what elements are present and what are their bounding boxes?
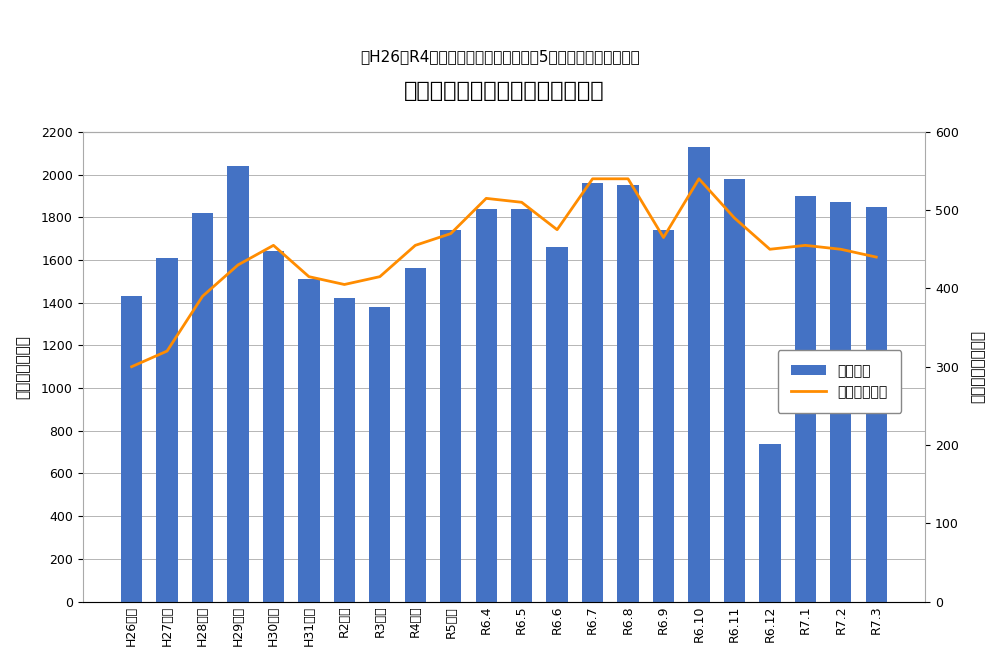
Bar (582, 183, 603, 602)
Bar (405, 268, 426, 602)
Bar (724, 178, 745, 602)
Bar (476, 209, 497, 602)
Bar (298, 279, 320, 602)
Legend: 調製件数, 処方せん枚数: 調製件数, 処方せん枚数 (778, 350, 901, 413)
Bar (192, 213, 213, 602)
Bar (121, 296, 142, 602)
Bar (156, 258, 178, 602)
Bar (653, 230, 674, 602)
Y-axis label: 調製件数（件）: 調製件数（件） (15, 334, 30, 399)
Bar (830, 202, 851, 602)
Bar (369, 307, 390, 602)
Bar (511, 209, 532, 602)
Bar (688, 147, 710, 602)
Bar (227, 166, 249, 602)
Y-axis label: 処方箋枚数（枚）: 処方箋枚数（枚） (970, 330, 985, 403)
Bar (440, 230, 461, 602)
Bar (866, 206, 887, 602)
Bar (617, 185, 639, 602)
Bar (334, 298, 355, 602)
Title: 手術部混注処方箋枚数と調製件数: 手術部混注処方箋枚数と調製件数 (404, 81, 604, 101)
Bar (546, 247, 568, 602)
Bar (263, 251, 284, 602)
Bar (795, 196, 816, 602)
Text: （H26～R4年度は月平均データ、令和5年度は各月のデータ）: （H26～R4年度は月平均データ、令和5年度は各月のデータ） (360, 50, 640, 65)
Bar (759, 444, 781, 602)
